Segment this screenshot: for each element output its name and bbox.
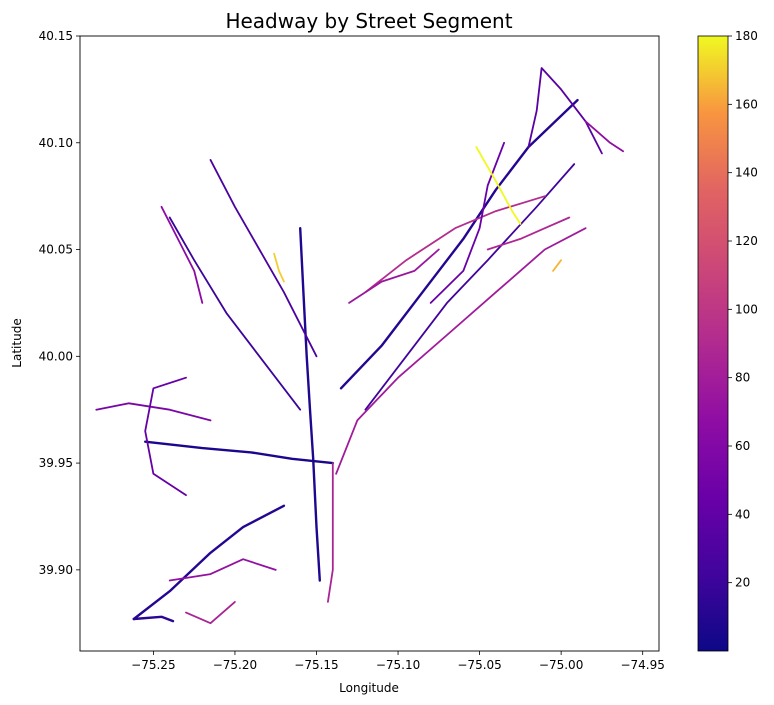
x-tick-label: −75.00 <box>539 658 583 672</box>
segment-germantown-ave <box>209 158 318 358</box>
y-axis: 39.90 39.95 40.00 40.05 40.10 40.15 <box>39 29 80 577</box>
colorbar-tick-label: 120 <box>735 234 758 248</box>
segment-pennypack-creek <box>486 216 571 251</box>
segment-market-st <box>143 440 334 465</box>
x-tick-label: −75.05 <box>457 658 501 672</box>
segment-sw-lower <box>168 558 277 582</box>
segment-broad-st <box>299 226 321 582</box>
segment-yellow-segment-nw <box>273 252 285 283</box>
y-tick-label: 39.95 <box>39 456 73 470</box>
segment-roosevelt-loop <box>364 195 546 294</box>
x-tick-label: −75.20 <box>213 658 257 672</box>
segment-northeast-east-edge <box>584 120 624 153</box>
colorbar-tick-label: 100 <box>735 302 758 316</box>
x-tick-label: −74.95 <box>620 658 664 672</box>
colorbar-axis: 20 40 60 80 100 120 140 160 180 <box>728 29 758 590</box>
y-axis-label: Latitude <box>10 318 24 367</box>
x-tick-label: −75.10 <box>376 658 420 672</box>
segment-northeast-spine <box>339 98 579 390</box>
segment-mid-north-wavy <box>348 248 440 304</box>
x-axis-label: Longitude <box>339 681 399 695</box>
segment-nw-roxborough <box>160 205 204 304</box>
segment-northwest-ridge <box>168 216 302 411</box>
segment-frankford-north <box>429 141 506 304</box>
x-axis: −75.25 −75.20 −75.15 −75.10 −75.05 −75.00 −74.… <box>131 651 665 672</box>
x-tick-label: −75.25 <box>131 658 175 672</box>
colorbar-tick-label: 40 <box>735 507 750 521</box>
colorbar-tick-label: 160 <box>735 97 758 111</box>
y-tick-label: 40.10 <box>39 136 73 150</box>
x-tick-label: −75.15 <box>294 658 338 672</box>
segment-west-baltimore <box>95 402 212 422</box>
colorbar-tick-label: 140 <box>735 166 758 180</box>
y-tick-label: 40.05 <box>39 243 73 257</box>
segment-southwest-diagonal <box>132 504 286 621</box>
chart-title: Headway by Street Segment <box>225 9 512 33</box>
y-tick-label: 39.90 <box>39 563 73 577</box>
segment-west-loop <box>144 376 187 497</box>
colorbar-tick-label: 80 <box>735 371 750 385</box>
segment-south-philly-east <box>326 462 334 603</box>
segment-airport-line <box>132 615 175 623</box>
colorbar-tick-label: 180 <box>735 29 758 43</box>
colorbar-tick-label: 60 <box>735 439 750 453</box>
colorbar-tick-label: 20 <box>735 576 750 590</box>
segment-yellow-segment-ne <box>475 146 522 225</box>
segment-northeast-parallel <box>364 163 576 411</box>
segment-delaware-riverfront <box>335 227 587 475</box>
segment-far-northeast-loop <box>527 67 603 155</box>
segment-south-bottom <box>185 601 236 625</box>
y-tick-label: 40.00 <box>39 349 73 363</box>
street-segments <box>95 67 624 625</box>
segment-yellow-segment-se <box>552 259 562 272</box>
plot-frame <box>79 35 660 652</box>
y-tick-label: 40.15 <box>39 29 73 43</box>
colorbar <box>697 35 729 652</box>
